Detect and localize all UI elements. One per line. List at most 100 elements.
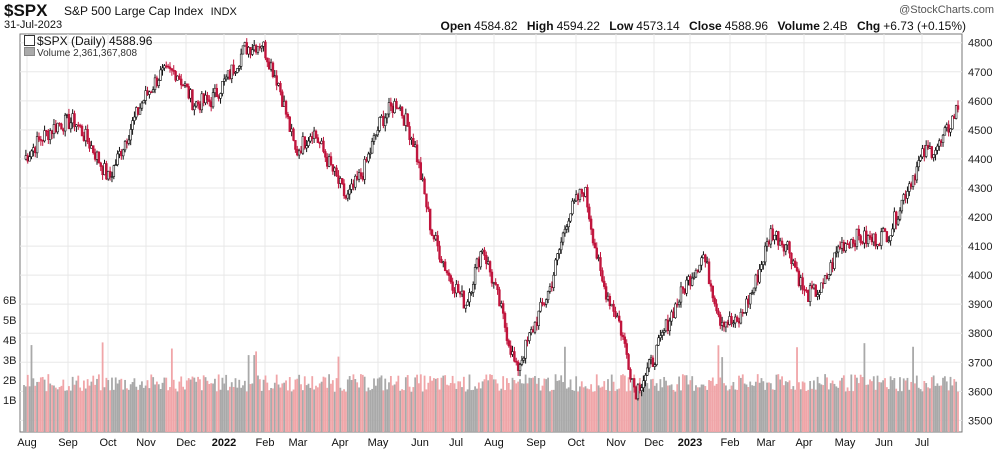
candle-body — [771, 228, 774, 241]
month-tick-label: Feb — [256, 437, 275, 449]
stat-value: 2.4B — [822, 19, 848, 33]
volume-bar — [479, 388, 482, 432]
volume-bar — [122, 389, 125, 432]
volume-bar — [356, 382, 359, 432]
volume-bar — [616, 389, 619, 432]
volume-bar — [670, 384, 673, 432]
volume-bar — [837, 387, 840, 432]
candle-body — [445, 270, 449, 274]
candle-body — [340, 178, 344, 185]
candle-body — [34, 147, 37, 154]
volume-bar — [277, 384, 280, 432]
volume-bar — [870, 381, 873, 432]
candle-body — [294, 140, 297, 150]
candle-body — [773, 234, 776, 241]
volume-bar — [702, 384, 705, 432]
candle-body — [477, 258, 481, 268]
candle-body — [880, 231, 883, 246]
candle-body — [307, 140, 310, 146]
volume-bar — [539, 390, 542, 432]
volume-bar — [32, 378, 35, 432]
candle-body — [108, 170, 112, 178]
candle-body — [387, 102, 391, 115]
volume-bar — [502, 376, 505, 432]
volume-bar — [878, 382, 881, 432]
volume-bar — [318, 383, 321, 432]
candle-body — [88, 141, 91, 149]
volume-bar — [893, 378, 896, 432]
volume-bar — [608, 390, 611, 432]
candle-body — [711, 285, 715, 299]
candle-body — [936, 145, 939, 151]
candle-body — [417, 161, 421, 164]
candle-body — [195, 101, 198, 107]
volume-bar — [174, 388, 177, 432]
candle-body — [700, 257, 703, 266]
volume-bar — [75, 380, 78, 432]
candle-body — [80, 125, 84, 137]
volume-bar — [466, 389, 469, 432]
volume-bar — [711, 377, 714, 432]
volume-bar — [133, 378, 136, 432]
price-tick-label: 3700 — [968, 357, 992, 369]
candle-body — [52, 124, 56, 135]
candle-body — [127, 139, 131, 144]
volume-bar — [943, 376, 946, 432]
candle-body — [174, 71, 177, 81]
volume-bar — [732, 381, 735, 432]
candle-body — [792, 260, 795, 264]
candle-body — [374, 134, 378, 137]
candle-body — [180, 78, 183, 86]
volume-bar — [184, 389, 186, 432]
volume-bar — [739, 377, 742, 432]
price-tick-label: 4000 — [968, 270, 992, 282]
candle-body — [790, 252, 793, 264]
candle-body — [333, 167, 336, 172]
volume-bar — [358, 387, 360, 432]
chart-date: 31-Jul-2023 — [4, 19, 63, 31]
candle-body — [679, 286, 683, 303]
candle-body — [558, 249, 561, 255]
volume-bar — [418, 383, 420, 432]
candle-body — [799, 277, 802, 286]
price-tick-label: 4200 — [968, 212, 992, 224]
candle-body — [391, 105, 394, 113]
volume-bar — [927, 387, 929, 432]
volume-bar — [704, 386, 707, 432]
month-tick-label: Apr — [331, 437, 348, 449]
candle-body — [612, 303, 615, 312]
candle-body — [705, 261, 709, 264]
price-tick-label: 4400 — [968, 154, 992, 166]
volume-bar — [846, 387, 849, 432]
volume-bar — [28, 386, 31, 432]
candle-body — [722, 322, 726, 328]
price-legend-label: $SPX (Daily) 4588.96 — [37, 34, 153, 48]
candle-body — [642, 380, 645, 388]
volume-bar — [337, 356, 340, 432]
candle-body — [810, 285, 814, 289]
candle-body — [541, 301, 544, 305]
candle-body — [889, 235, 892, 241]
volume-bar — [287, 390, 289, 432]
candle-body — [513, 351, 516, 362]
volume-bar — [124, 379, 126, 432]
candle-body — [389, 102, 393, 107]
stat-label: Volume — [777, 19, 820, 33]
candle-body — [818, 292, 821, 295]
volume-bar — [779, 379, 782, 432]
candle-body — [545, 299, 548, 305]
candle-body — [286, 113, 290, 118]
volume-bar — [247, 355, 250, 432]
candle-body — [829, 262, 832, 275]
volume-bar — [397, 375, 400, 432]
candle-body — [750, 292, 754, 294]
volume-bar — [494, 379, 497, 432]
volume-bar — [513, 380, 516, 432]
volume-bar — [500, 388, 503, 432]
volume-bar — [182, 386, 184, 432]
volume-bar — [436, 378, 439, 432]
candle-body — [681, 286, 685, 290]
volume-bar — [794, 389, 797, 432]
volume-bar — [526, 383, 529, 432]
volume-bar — [661, 387, 664, 432]
